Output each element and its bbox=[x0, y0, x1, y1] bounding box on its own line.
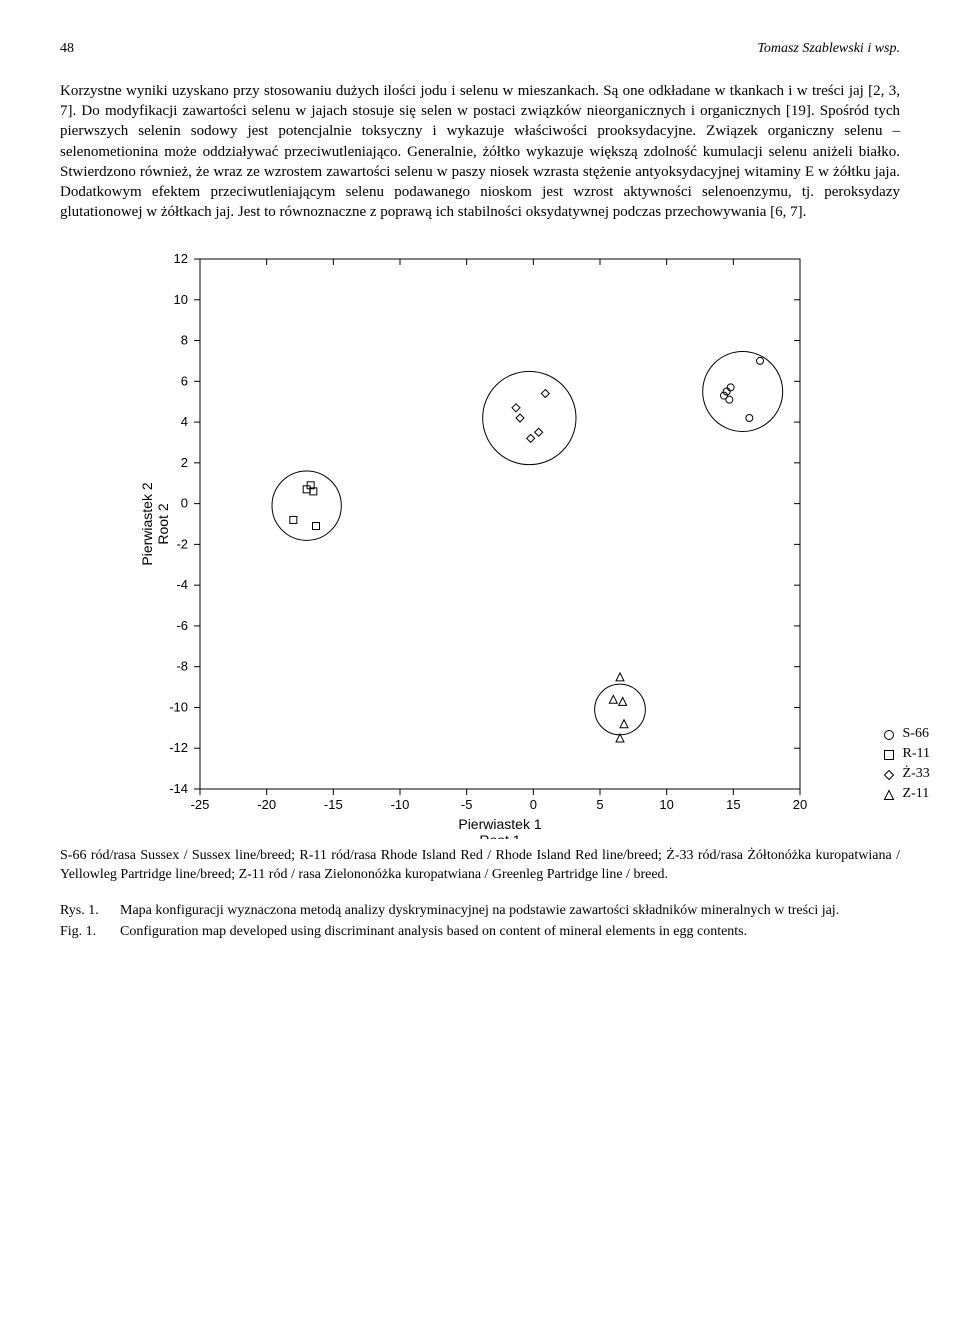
scatter-chart: -25-20-15-10-505101520-14-12-10-8-6-4-20… bbox=[120, 239, 840, 839]
caption-pl-text: Mapa konfiguracji wyznaczona metodą anal… bbox=[120, 902, 900, 921]
caption-pl-label: Rys. 1. bbox=[60, 902, 120, 921]
svg-text:10: 10 bbox=[174, 291, 188, 306]
svg-text:-5: -5 bbox=[461, 797, 473, 812]
svg-text:5: 5 bbox=[596, 797, 603, 812]
svg-text:-10: -10 bbox=[391, 797, 410, 812]
legend-label: R-11 bbox=[903, 745, 930, 764]
caption-en: Fig. 1. Configuration map developed usin… bbox=[60, 923, 900, 942]
svg-text:Root 2: Root 2 bbox=[155, 503, 171, 544]
legend-item: Z-11 bbox=[881, 785, 930, 805]
legend-label: S-66 bbox=[903, 725, 929, 744]
svg-text:-10: -10 bbox=[169, 699, 188, 714]
svg-text:-12: -12 bbox=[169, 740, 188, 755]
svg-text:-20: -20 bbox=[257, 797, 276, 812]
chart-legend: S-66R-11Ż-33Z-11 bbox=[881, 725, 930, 805]
svg-text:-8: -8 bbox=[176, 658, 188, 673]
svg-text:12: 12 bbox=[174, 251, 188, 266]
svg-text:Pierwiastek 2: Pierwiastek 2 bbox=[139, 482, 155, 565]
svg-text:-15: -15 bbox=[324, 797, 343, 812]
caption-pl: Rys. 1. Mapa konfiguracji wyznaczona met… bbox=[60, 902, 900, 921]
figure-footnote: S-66 ród/rasa Sussex / Sussex line/breed… bbox=[60, 847, 900, 885]
caption-en-text: Configuration map developed using discri… bbox=[120, 923, 900, 942]
figure-captions: Rys. 1. Mapa konfiguracji wyznaczona met… bbox=[60, 902, 900, 942]
svg-text:20: 20 bbox=[793, 797, 807, 812]
legend-item: S-66 bbox=[881, 725, 930, 745]
svg-text:8: 8 bbox=[181, 332, 188, 347]
page-number: 48 bbox=[60, 40, 74, 59]
svg-text:6: 6 bbox=[181, 373, 188, 388]
svg-text:-2: -2 bbox=[176, 536, 188, 551]
svg-text:2: 2 bbox=[181, 454, 188, 469]
svg-text:0: 0 bbox=[181, 495, 188, 510]
svg-text:10: 10 bbox=[659, 797, 673, 812]
running-author: Tomasz Szablewski i wsp. bbox=[757, 40, 900, 59]
legend-label: Z-11 bbox=[903, 785, 930, 804]
legend-item: Ż-33 bbox=[881, 765, 930, 785]
chart-svg: -25-20-15-10-505101520-14-12-10-8-6-4-20… bbox=[120, 239, 840, 839]
svg-text:-4: -4 bbox=[176, 577, 188, 592]
legend-label: Ż-33 bbox=[903, 765, 930, 784]
running-header: 48 Tomasz Szablewski i wsp. bbox=[60, 40, 900, 59]
svg-text:-14: -14 bbox=[169, 781, 188, 796]
body-paragraph: Korzystne wyniki uzyskano przy stosowani… bbox=[60, 81, 900, 223]
svg-text:15: 15 bbox=[726, 797, 740, 812]
caption-en-label: Fig. 1. bbox=[60, 923, 120, 942]
svg-text:Root 1: Root 1 bbox=[479, 832, 520, 839]
svg-text:Pierwiastek 1: Pierwiastek 1 bbox=[458, 816, 541, 832]
svg-text:-25: -25 bbox=[191, 797, 210, 812]
svg-text:4: 4 bbox=[181, 414, 188, 429]
svg-text:0: 0 bbox=[530, 797, 537, 812]
svg-text:-6: -6 bbox=[176, 618, 188, 633]
legend-item: R-11 bbox=[881, 745, 930, 765]
